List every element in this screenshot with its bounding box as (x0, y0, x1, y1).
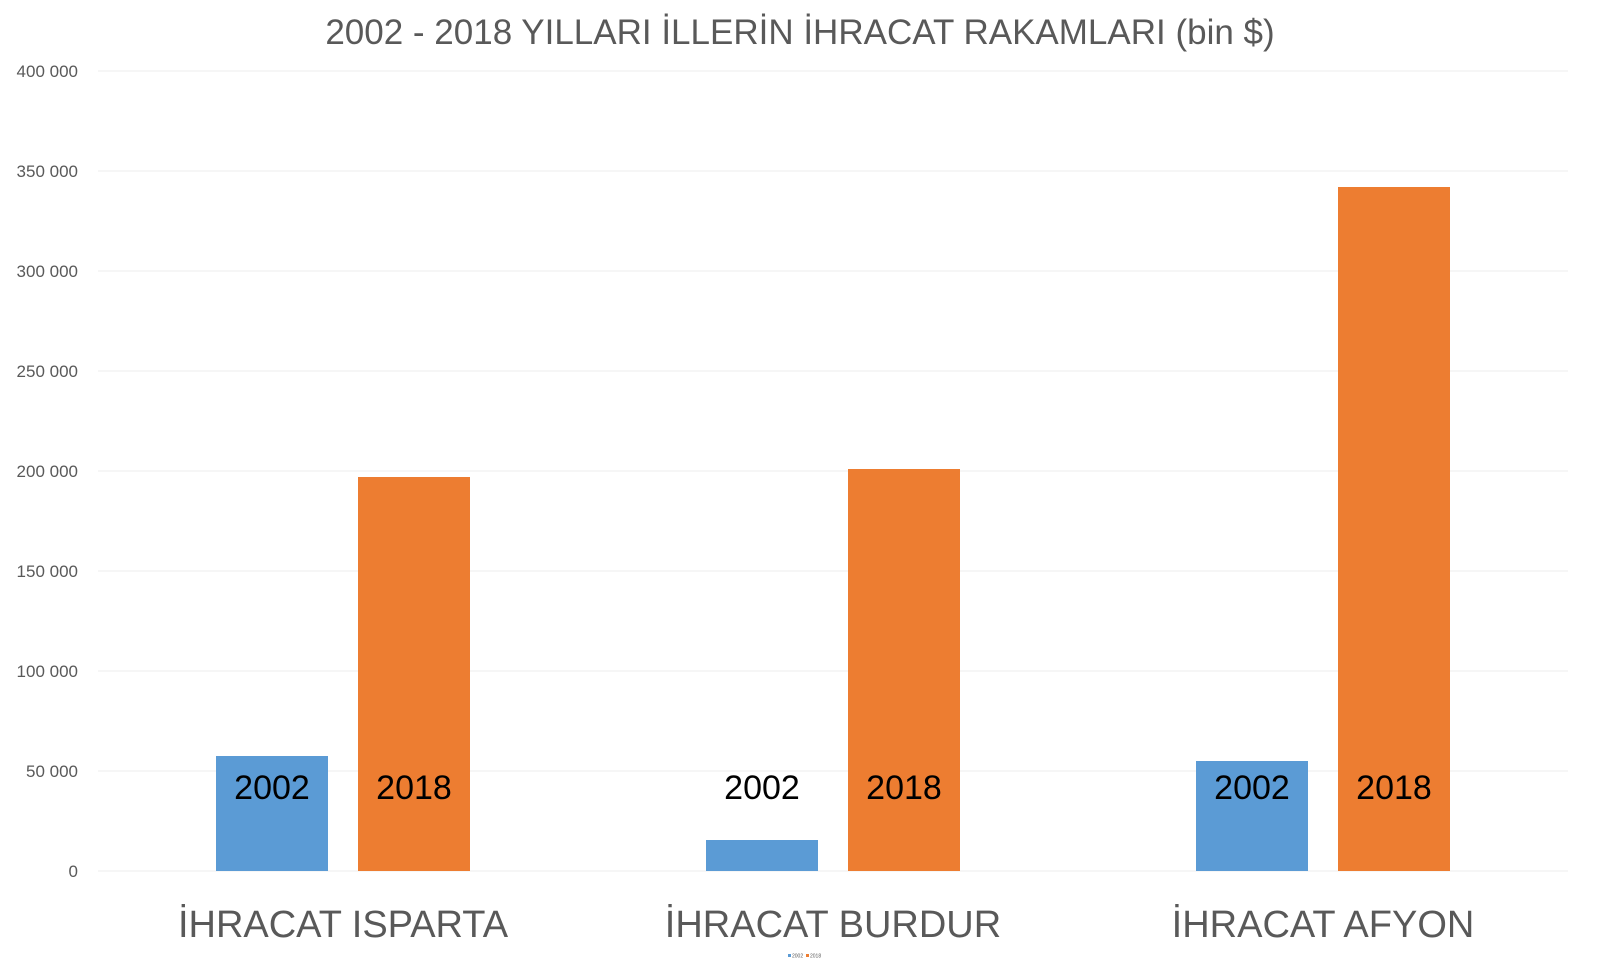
y-tick-label: 150 000 (17, 562, 78, 581)
legend-swatch (806, 954, 809, 957)
legend-swatch (788, 954, 791, 957)
grid-layer (98, 70, 1568, 872)
x-tick-label: İHRACAT BURDUR (665, 903, 1001, 946)
bar-series-label: 2002 (234, 769, 310, 807)
y-tick-label: 350 000 (17, 162, 78, 181)
x-axis: İHRACAT ISPARTA İHRACAT BURDUR İHRACAT AFY… (178, 903, 1474, 946)
bar-series-label: 2002 (1214, 769, 1290, 807)
bar-2002-2 (706, 840, 818, 871)
y-tick-label: 250 000 (17, 362, 78, 381)
x-tick-label: İHRACAT AFYON (1172, 903, 1475, 946)
bar-2002-3 (1196, 761, 1308, 871)
y-tick-label: 50 000 (26, 762, 78, 781)
legend-label: 2002 (792, 954, 803, 960)
bars-layer (216, 187, 1450, 871)
bar-series-label: 2018 (866, 769, 942, 807)
bar-series-label: 2018 (1356, 769, 1432, 807)
bar-2018-2 (848, 469, 960, 871)
y-tick-label: 300 000 (17, 262, 78, 281)
bar-2002-1 (216, 756, 328, 871)
bar-labels-layer: 2002 2018 2002 2018 2002 2018 (234, 769, 1432, 807)
legend-label: 2018 (810, 954, 821, 960)
x-tick-label: İHRACAT ISPARTA (178, 903, 509, 946)
y-tick-label: 100 000 (17, 662, 78, 681)
bar-series-label: 2002 (724, 769, 800, 807)
bar-2018-1 (358, 477, 470, 871)
y-tick-label: 400 000 (17, 62, 78, 81)
chart-title: 2002 - 2018 YILLARI İLLERİN İHRACAT RAKA… (325, 13, 1274, 52)
y-tick-label: 200 000 (17, 462, 78, 481)
bar-2018-3 (1338, 187, 1450, 871)
y-axis: 0 50 000 100 000 150 000 200 000 250 000 300 0… (17, 62, 78, 881)
bar-series-label: 2018 (376, 769, 452, 807)
y-tick-label: 0 (69, 862, 78, 881)
legend: 2002 2018 (788, 954, 821, 960)
